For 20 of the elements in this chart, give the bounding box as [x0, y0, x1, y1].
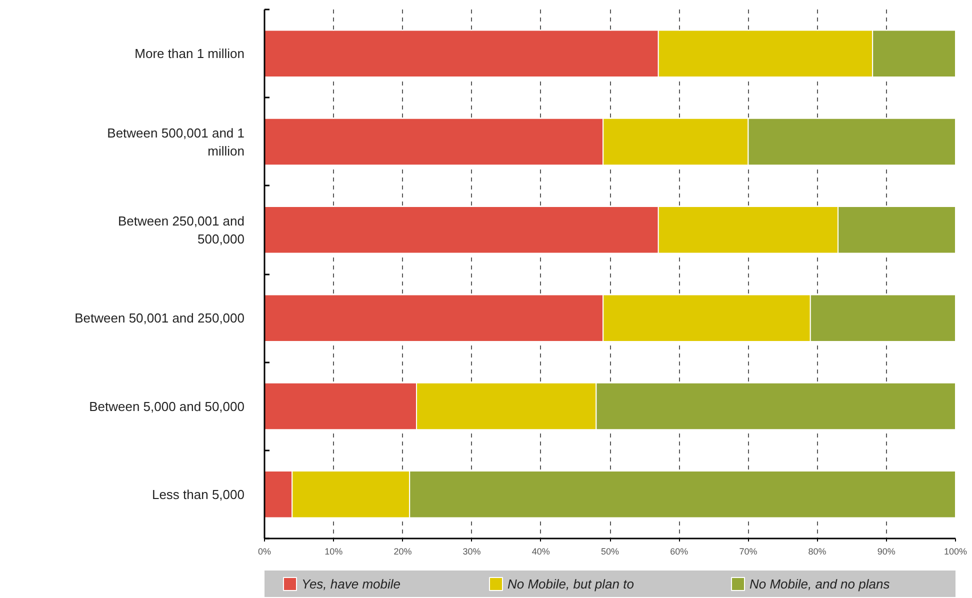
y-tick-label: Between 5,000 and 50,000 [89, 398, 245, 414]
y-tick-label: Between 500,001 and 1 million [107, 125, 245, 158]
x-tick-label: 60% [670, 546, 688, 556]
x-tick-label: 50% [600, 546, 620, 556]
legend-label: Yes, have mobile [302, 576, 401, 592]
y-tick-label: Between 250,001 and 500,000 [118, 213, 245, 246]
x-tick-label: 0% [258, 546, 272, 556]
y-tick-label: Less than 5,000 [152, 486, 245, 502]
legend-label: No Mobile, and no plans [750, 576, 890, 592]
x-tick-label: 10% [324, 546, 343, 556]
x-tick-label: 40% [532, 546, 550, 556]
y-tick-label: Between 50,001 and 250,000 [74, 310, 245, 326]
x-tick-label: 70% [739, 546, 758, 556]
y-tick-label: More than 1 million [134, 46, 244, 62]
x-tick-label: 100% [944, 546, 968, 556]
x-tick-label: 90% [877, 546, 896, 556]
legend-label: No Mobile, but plan to [508, 576, 634, 592]
x-tick-label: 20% [394, 546, 412, 556]
x-tick-label: 80% [808, 546, 826, 556]
x-tick-label: 30% [462, 546, 481, 556]
